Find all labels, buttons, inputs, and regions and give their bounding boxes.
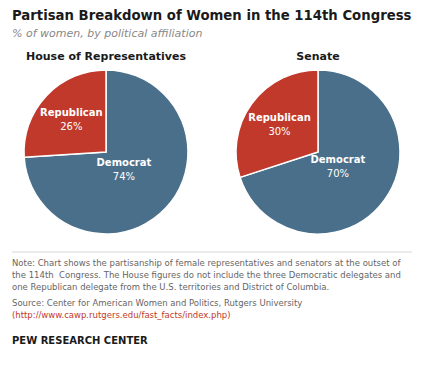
pie-slice xyxy=(24,70,188,234)
pie-title: Senate xyxy=(296,50,339,63)
chart-svg: Partisan Breakdown of Women in the 114th… xyxy=(0,0,424,388)
note: one Republican delegate from the U.S. te… xyxy=(12,282,329,292)
data-label: 30% xyxy=(268,126,290,137)
background xyxy=(0,0,424,388)
pie-chart: Senate Democrat 70% Republican 30% xyxy=(236,50,400,234)
slice-label: Republican xyxy=(40,107,103,118)
data-label: 74% xyxy=(113,171,135,182)
note: Note: Chart shows the partisanship of fe… xyxy=(12,258,401,268)
subtitle: % of women, by political affiliation xyxy=(12,27,202,40)
pie-slice xyxy=(24,70,106,157)
pie-slice xyxy=(236,70,318,177)
data-label: 26% xyxy=(60,121,82,132)
slice-label: Republican xyxy=(248,112,311,123)
data-label: 70% xyxy=(327,168,349,179)
source-url: (http://www.cawp.rutgers.edu/fast_facts/… xyxy=(12,310,231,320)
note: Source: Center for American Women and Po… xyxy=(12,298,302,308)
divider xyxy=(12,252,412,253)
pie-chart: House of Representatives Democrat 74% Repub… xyxy=(24,50,188,234)
footer: PEW RESEARCH CENTER xyxy=(12,335,148,346)
pie-title: House of Representatives xyxy=(26,50,186,63)
slice-label: Democrat xyxy=(311,154,366,165)
title: Partisan Breakdown of Women in the 114th… xyxy=(12,8,412,23)
note: the 114th Congress. The House figures do… xyxy=(12,270,401,280)
slice-label: Democrat xyxy=(97,157,152,168)
chart-root: Partisan Breakdown of Women in the 114th… xyxy=(0,0,424,388)
